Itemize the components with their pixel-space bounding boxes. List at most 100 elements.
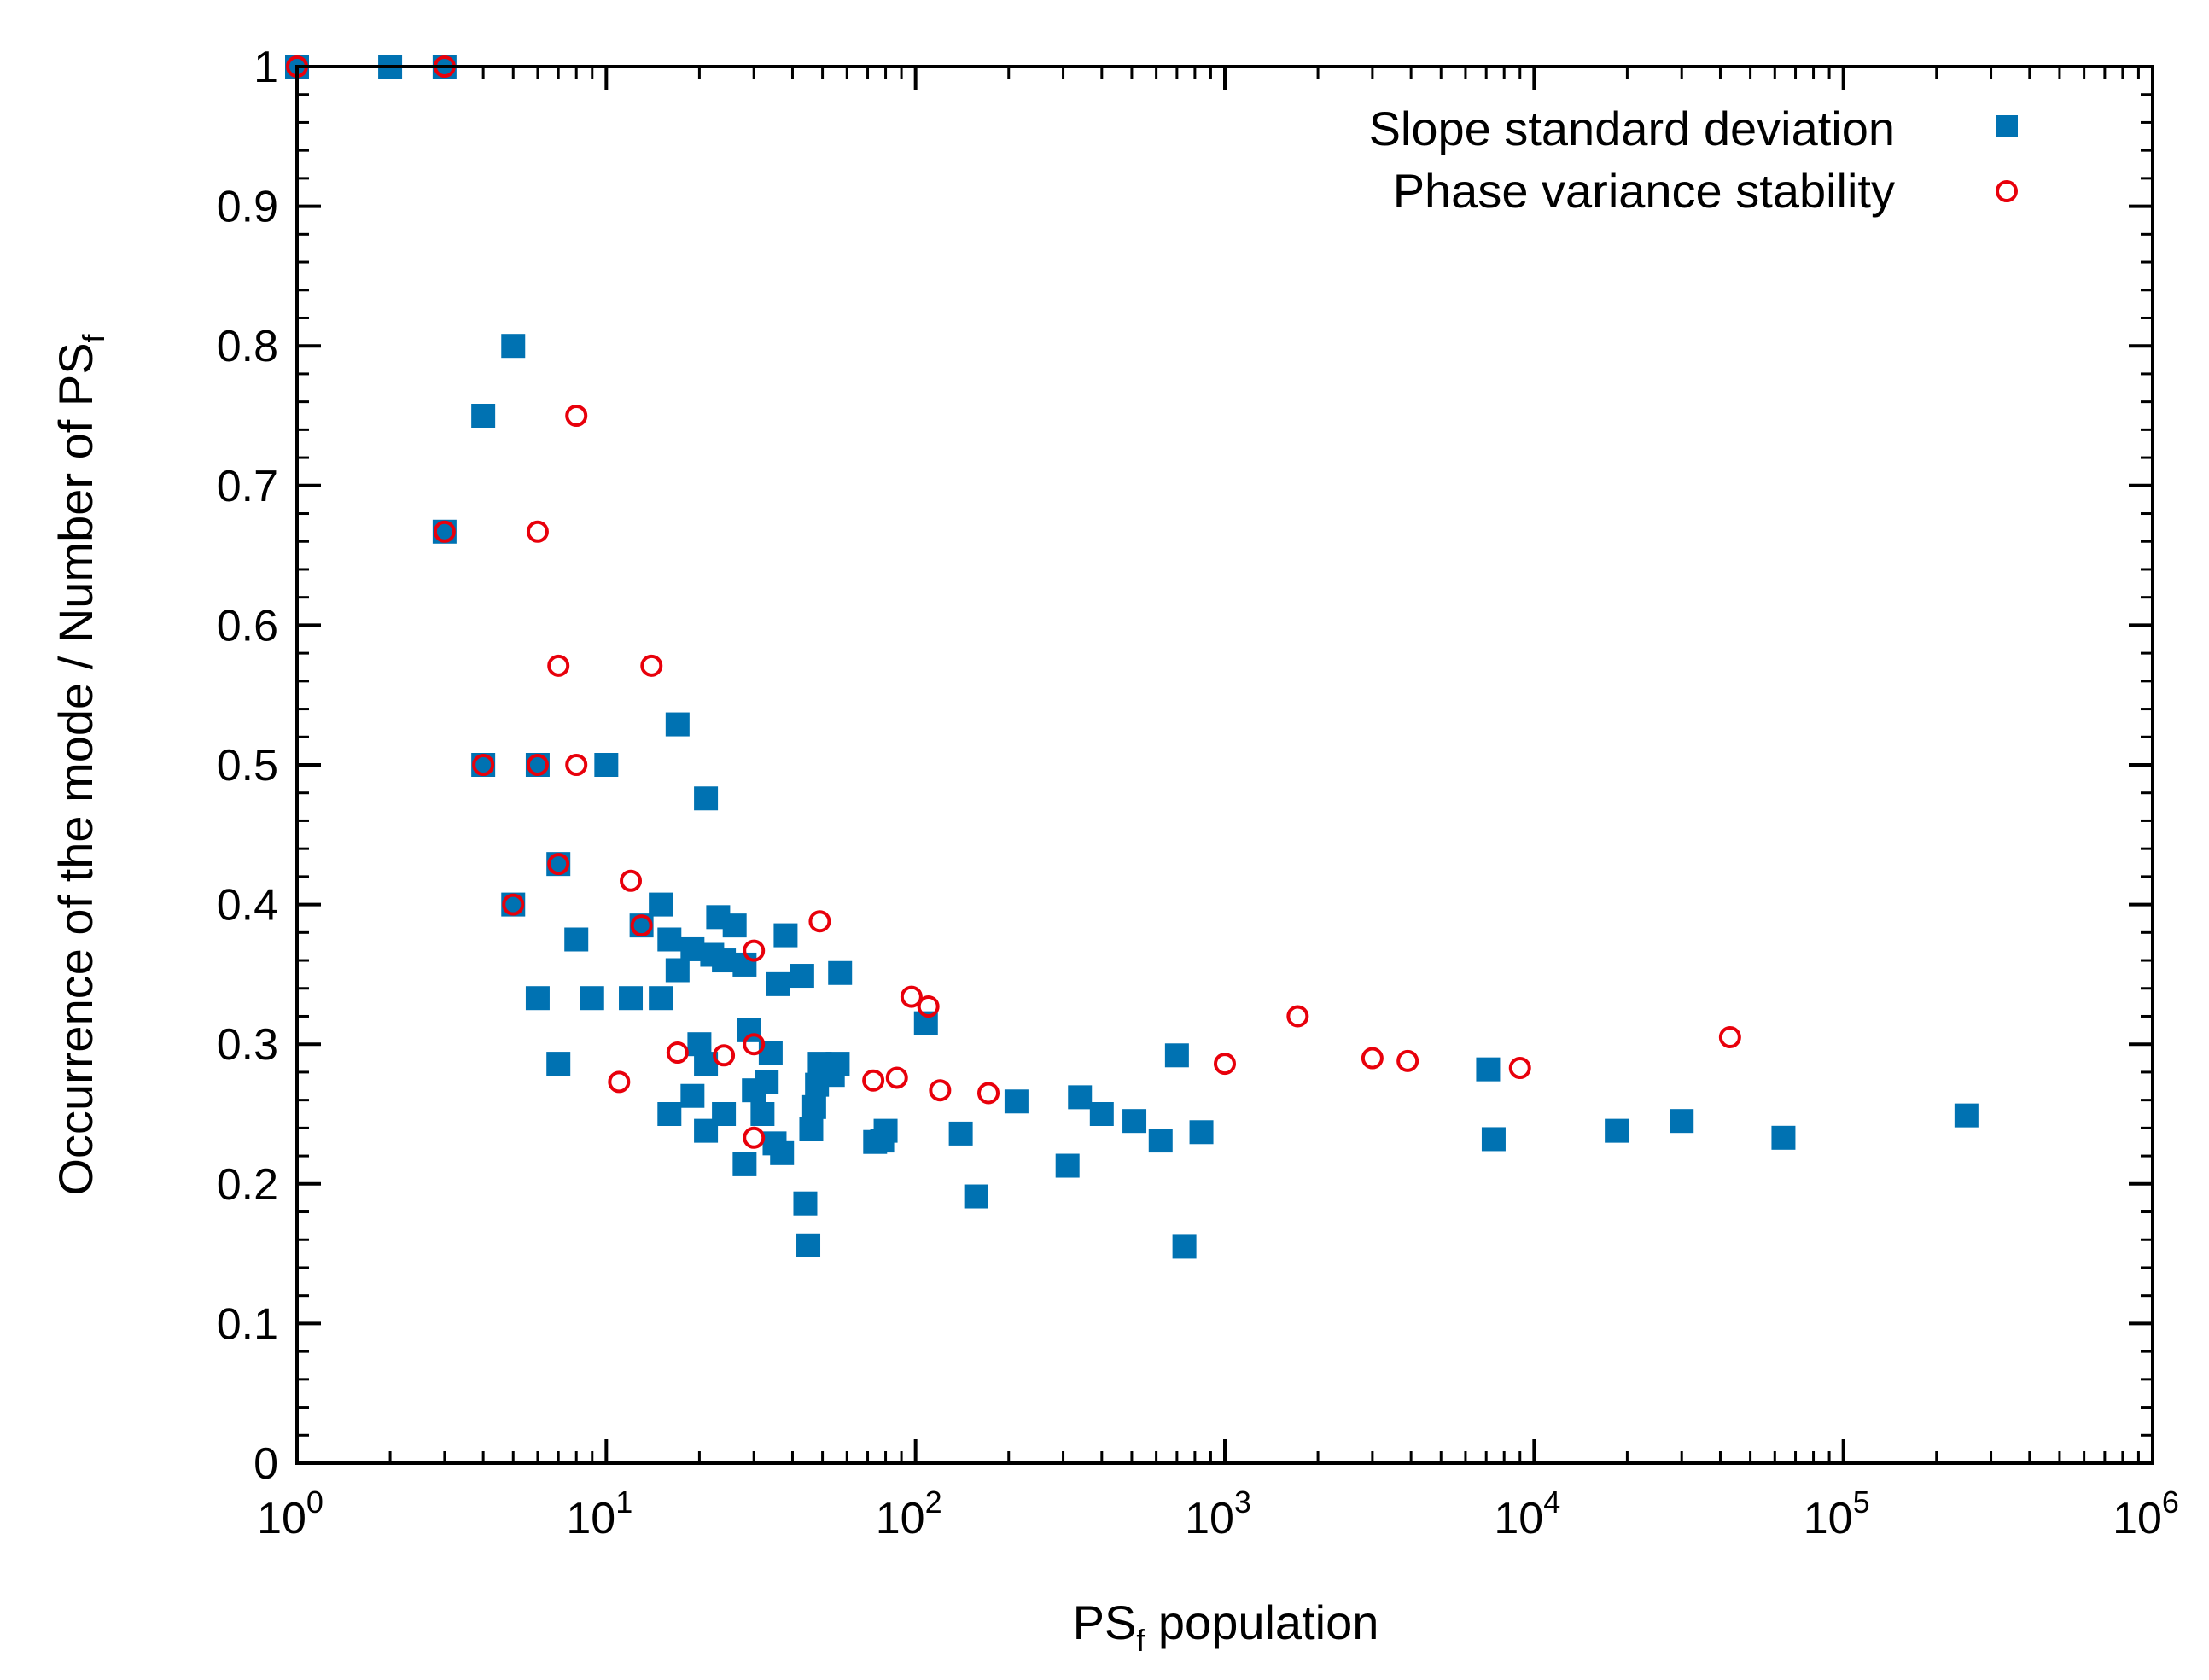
data-point-phase — [1214, 1053, 1236, 1076]
data-point-slope — [732, 1152, 757, 1176]
data-point-phase — [565, 754, 588, 776]
legend-label-phase: Phase variance stability — [1393, 164, 1895, 218]
data-point-slope — [750, 1102, 775, 1126]
data-point-slope — [712, 1102, 737, 1126]
data-point-phase — [929, 1079, 952, 1102]
data-point-phase — [472, 754, 495, 776]
data-point-slope — [657, 927, 682, 952]
data-point-slope — [1164, 1043, 1189, 1068]
data-point-phase — [1286, 1005, 1309, 1028]
data-point-slope — [712, 948, 737, 973]
data-point-phase — [547, 853, 570, 876]
data-point-slope — [649, 892, 673, 917]
data-point-slope — [665, 958, 690, 983]
data-point-slope — [1605, 1118, 1629, 1143]
data-point-slope — [1954, 1103, 1979, 1128]
data-point-slope — [1122, 1109, 1147, 1134]
data-point-slope — [770, 1140, 795, 1165]
y-tick-label: 0.1 — [217, 1299, 278, 1349]
data-point-phase — [1718, 1026, 1741, 1049]
data-points — [285, 55, 1979, 1259]
data-point-slope — [680, 1083, 705, 1108]
data-point-phase — [630, 914, 653, 937]
data-point-slope — [1189, 1120, 1214, 1145]
data-point-slope — [793, 1191, 818, 1216]
data-point-phase — [713, 1044, 736, 1067]
data-point-phase — [743, 1033, 766, 1056]
data-point-phase — [608, 1070, 631, 1094]
y-tick-label: 0.2 — [217, 1160, 278, 1210]
legend-label-slope: Slope standard deviation — [1369, 102, 1895, 155]
x-tick-label: 105 — [1804, 1485, 1870, 1543]
data-point-phase — [502, 893, 525, 916]
data-point-slope — [1089, 1102, 1114, 1126]
y-axis-label: Occurrence of the mode / Number of PSf — [49, 333, 111, 1195]
legend-marker-slope — [1996, 115, 2018, 137]
data-point-slope — [525, 986, 550, 1011]
legend-marker-phase — [1996, 180, 2018, 202]
data-point-slope — [665, 712, 690, 737]
data-point-slope — [873, 1118, 898, 1143]
data-point-phase — [640, 654, 663, 677]
plot-frame — [295, 65, 2154, 1465]
data-point-phase — [885, 1066, 908, 1089]
data-point-slope — [694, 786, 719, 811]
y-tick-labels: 0 0.1 0.2 0.3 0.4 0.5 0.6 0.7 0.8 0.9 1 — [217, 43, 278, 1489]
data-point-slope — [799, 1117, 824, 1141]
data-point-slope — [1055, 1153, 1080, 1178]
data-point-slope — [964, 1184, 988, 1209]
data-point-slope — [828, 960, 853, 985]
data-point-phase — [862, 1069, 885, 1092]
x-axis-label-subscript: f — [1136, 1623, 1145, 1658]
data-point-phase — [526, 520, 549, 543]
data-point-phase — [433, 520, 456, 543]
x-axis-label-rest: population — [1145, 1595, 1378, 1649]
x-tick-label: 104 — [1494, 1485, 1560, 1543]
series-0 — [285, 55, 1979, 1259]
y-tick-label: 0.3 — [217, 1020, 278, 1070]
data-point-slope — [801, 1094, 826, 1119]
data-point-slope — [1476, 1057, 1501, 1082]
data-point-phase — [1508, 1057, 1531, 1080]
y-tick-label: 0.9 — [217, 183, 278, 232]
data-point-phase — [743, 1126, 766, 1149]
data-point-slope — [580, 986, 604, 1011]
x-tick-label: 106 — [2113, 1485, 2179, 1543]
x-tick-label: 100 — [257, 1485, 323, 1543]
data-point-slope — [1004, 1089, 1029, 1114]
x-tick-label: 103 — [1185, 1485, 1251, 1543]
data-point-phase — [917, 995, 940, 1018]
data-point-slope — [948, 1121, 973, 1146]
data-point-slope — [1148, 1129, 1173, 1153]
x-tick-label: 101 — [566, 1485, 632, 1543]
data-point-slope — [766, 971, 790, 996]
data-point-phase — [620, 869, 643, 892]
y-tick-label: 0.6 — [217, 601, 278, 650]
data-point-slope — [564, 927, 589, 952]
data-point-slope — [471, 404, 496, 428]
data-point-slope — [722, 913, 747, 938]
data-point-phase — [666, 1041, 689, 1065]
data-point-slope — [657, 1102, 682, 1126]
y-tick-label: 0.7 — [217, 462, 278, 511]
data-point-phase — [1361, 1047, 1384, 1070]
data-point-slope — [649, 986, 673, 1011]
data-point-slope — [1771, 1125, 1796, 1150]
data-point-phase — [900, 985, 923, 1008]
data-point-phase — [808, 910, 831, 933]
x-axis-label-base: PS — [1073, 1595, 1137, 1649]
legend: Slope standard deviation Phase variance … — [1369, 102, 2018, 218]
data-point-slope — [755, 1070, 779, 1094]
data-point-slope — [594, 753, 619, 777]
data-point-slope — [773, 923, 798, 948]
data-point-slope — [737, 1018, 761, 1042]
data-point-slope — [796, 1233, 821, 1257]
data-point-phase — [743, 939, 766, 962]
x-axis-label: PSf population — [1073, 1595, 1379, 1658]
y-axis-label-text: Occurrence of the mode / Number of PS — [49, 342, 102, 1195]
data-point-slope — [619, 986, 644, 1011]
y-tick-label: 0.5 — [217, 741, 278, 790]
data-point-slope — [546, 1052, 571, 1076]
